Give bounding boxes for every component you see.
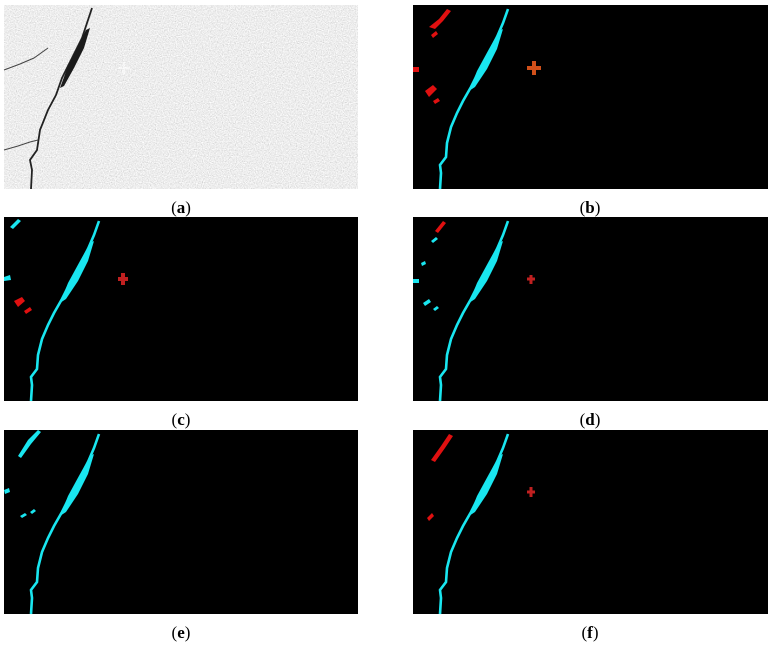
panel-label: (a) [171, 198, 191, 217]
panel-label: (c) [172, 410, 191, 429]
crack-dark [3, 139, 39, 151]
panel-label: (b) [580, 198, 601, 217]
target [118, 62, 130, 74]
panel-c [4, 217, 358, 403]
panel-f [413, 430, 768, 616]
panel-b [413, 5, 768, 191]
panel-a [3, 5, 358, 190]
panel-label: (f) [581, 623, 598, 642]
panel-label: (e) [172, 623, 191, 642]
crack-dark [29, 7, 93, 190]
sar-image [4, 5, 358, 189]
panel-label: (d) [580, 410, 601, 429]
crack-dark [60, 28, 90, 88]
panel-e [4, 430, 358, 616]
panel-d [413, 217, 768, 403]
crack-dark [3, 47, 49, 71]
